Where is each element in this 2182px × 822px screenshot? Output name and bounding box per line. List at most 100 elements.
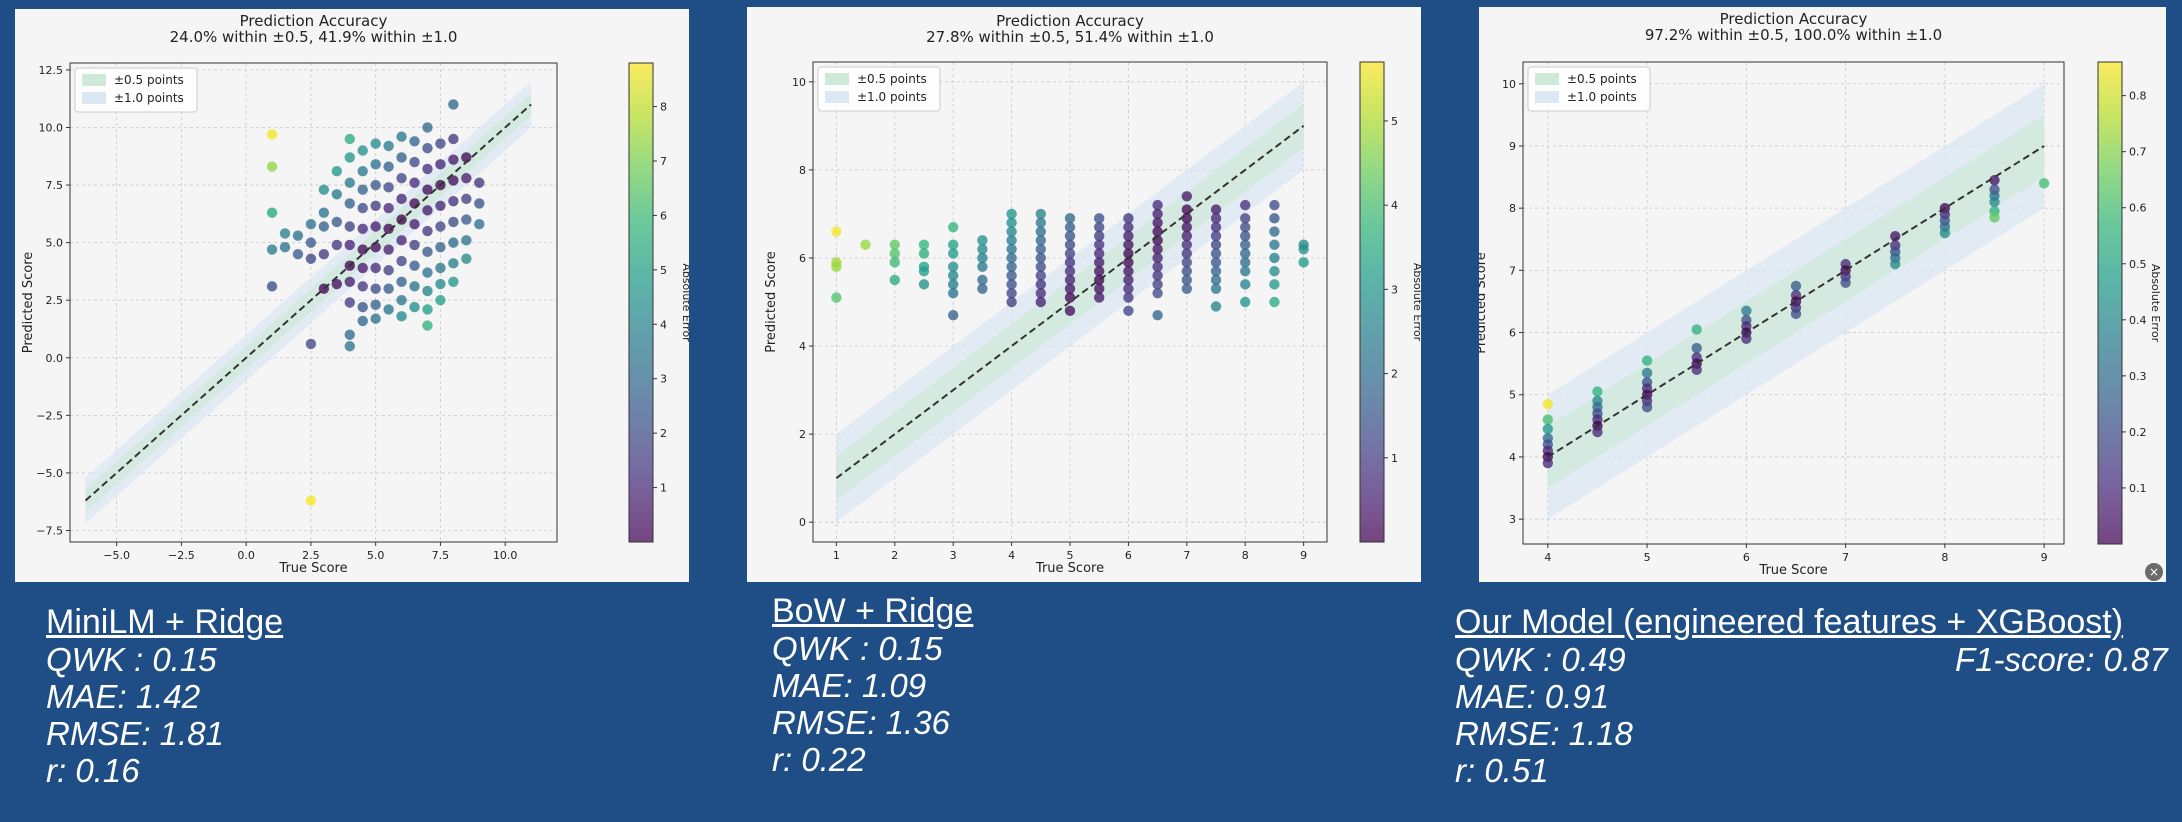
x-tick-label: 4 [1008, 549, 1015, 562]
data-point [370, 159, 381, 170]
model-title: BoW + Ridge [772, 592, 974, 630]
data-point [1840, 277, 1851, 288]
data-point [1989, 212, 2000, 223]
data-point [1094, 265, 1105, 277]
colorbar-tick-label: 3 [1391, 283, 1398, 296]
data-point [1592, 386, 1603, 397]
data-point [1240, 257, 1251, 268]
x-tick-label: 7 [1842, 551, 1849, 564]
chart-title: Prediction Accuracy [1720, 10, 1868, 28]
data-point [1064, 305, 1076, 317]
data-point [947, 270, 959, 281]
data-point [357, 166, 368, 177]
data-point [1006, 296, 1017, 308]
data-point [1094, 248, 1105, 259]
x-tick-label: 8 [1941, 551, 1948, 564]
data-point [1181, 221, 1193, 233]
qwk-metric: QWK : 0.15 [46, 641, 217, 678]
scatter-points [831, 191, 1309, 321]
data-point [370, 200, 381, 211]
data-point [370, 179, 381, 191]
data-point [1210, 283, 1222, 294]
data-point [1064, 248, 1076, 259]
x-tick-label: 9 [1300, 549, 1307, 562]
data-point [1269, 279, 1280, 290]
data-point [1064, 230, 1076, 242]
data-point [435, 159, 446, 170]
data-point [831, 292, 842, 303]
colorbar-tick-label: 0.3 [2129, 370, 2147, 383]
perfect-prediction-line [1547, 145, 2045, 458]
data-point [1641, 401, 1653, 413]
data-point [1181, 283, 1193, 294]
y-tick-label: 0 [799, 516, 806, 529]
data-point [977, 274, 988, 286]
y-tick-label: 3 [1509, 513, 1516, 526]
chart-panel-bow: Prediction Accuracy 27.8% within ±0.5, 51… [747, 7, 1421, 582]
colorbar [2097, 61, 2123, 545]
data-point [889, 257, 900, 268]
data-point [1064, 274, 1076, 286]
colorbar-label: Absolute Error [680, 263, 689, 342]
data-point [344, 239, 355, 251]
close-icon[interactable]: × [2145, 563, 2163, 581]
data-point [1064, 257, 1076, 268]
data-point [279, 242, 291, 253]
data-point [1006, 261, 1017, 272]
y-tick-label: 2.5 [46, 294, 64, 307]
data-point [357, 184, 368, 195]
data-point [344, 221, 355, 232]
data-point [1181, 230, 1193, 242]
data-point [448, 237, 459, 248]
data-point [292, 248, 304, 260]
colorbar-tick-label: 8 [660, 101, 667, 114]
data-point [370, 299, 381, 311]
data-point [344, 133, 355, 145]
y-tick-label: −2.5 [36, 409, 63, 422]
x-tick-label: 9 [2041, 551, 2048, 564]
data-point [383, 244, 394, 255]
data-point [409, 301, 420, 313]
plot-frame [1522, 61, 2065, 545]
data-point [370, 242, 381, 253]
data-point [383, 140, 394, 152]
data-point [448, 216, 459, 228]
data-point [1890, 258, 1901, 270]
data-point [396, 294, 407, 306]
data-point [1035, 217, 1046, 228]
data-point [461, 214, 472, 225]
data-point [947, 261, 959, 272]
data-point [435, 200, 446, 211]
colorbar-tick-label: 4 [660, 318, 667, 331]
y-tick-label: 6 [1509, 327, 1516, 340]
x-tick-label: −5.0 [103, 549, 130, 562]
legend-label: ±0.5 points [114, 73, 184, 87]
colorbar-tick-label: 1 [1391, 452, 1398, 465]
data-point [331, 166, 343, 177]
data-point [396, 152, 407, 163]
data-point [1210, 204, 1222, 215]
mae-metric: MAE: 0.91 [1455, 678, 1610, 715]
data-point [422, 122, 433, 133]
data-point [422, 184, 433, 195]
data-point [918, 265, 930, 277]
r-metric: r: 0.16 [46, 752, 140, 789]
data-point [947, 221, 959, 233]
colorbar-tick-label: 0.2 [2129, 426, 2147, 439]
data-point [1123, 239, 1134, 250]
data-point [331, 189, 343, 200]
data-point [383, 202, 394, 214]
data-point [1240, 239, 1251, 250]
caption-bow: BoW + Ridge QWK : 0.15 MAE: 1.09 RMSE: 1… [772, 592, 973, 778]
data-point [1939, 227, 1951, 239]
data-point [1035, 287, 1046, 299]
data-point [344, 297, 355, 308]
x-tick-label: 5 [1644, 551, 1651, 564]
legend-label: ±1.0 points [1567, 90, 1637, 104]
data-point [860, 239, 871, 250]
x-tick-label: 5 [1067, 549, 1074, 562]
data-point [435, 262, 446, 274]
data-point [1006, 235, 1017, 246]
data-point [435, 278, 446, 290]
colorbar-tick-label: 3 [660, 373, 667, 386]
